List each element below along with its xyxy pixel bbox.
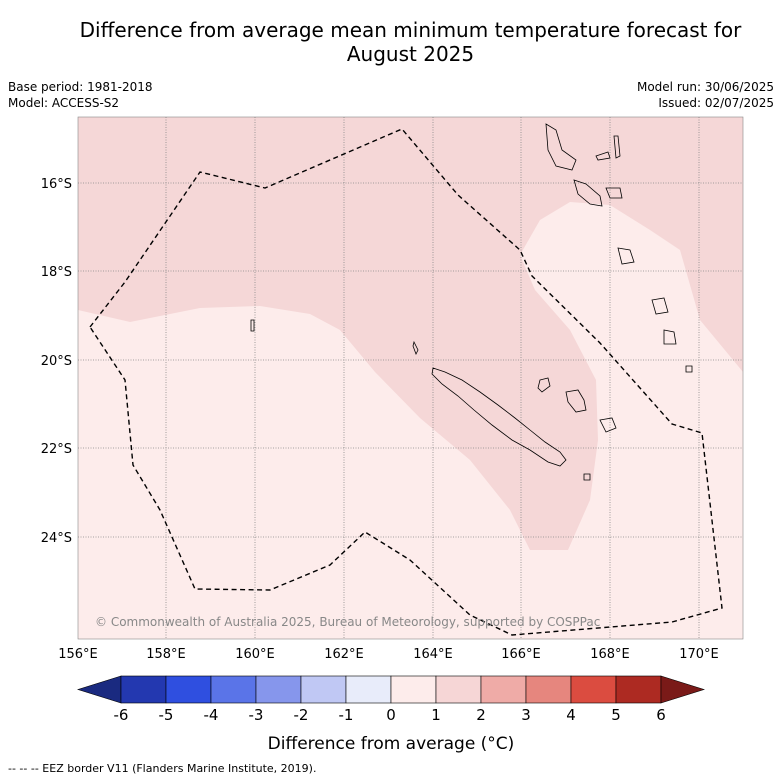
isle-of-pines <box>583 473 591 481</box>
vanuatu-tanna <box>663 329 677 345</box>
colorbar-tick-label: 1 <box>431 706 441 724</box>
new-caledonia-island <box>431 367 567 467</box>
lat-label: 16°S <box>41 177 72 192</box>
colorbar-tick-label: -5 <box>159 706 174 724</box>
issued-text: Issued: 02/07/2025 <box>658 96 774 110</box>
lat-label: 20°S <box>41 354 72 369</box>
colorbar-tick-label: -6 <box>114 706 129 724</box>
colorbar-tick-label: -1 <box>339 706 354 724</box>
colorbar-swatch <box>300 675 347 704</box>
colorbar-tick-label: 5 <box>611 706 621 724</box>
lon-labels: 156°E 158°E 160°E 162°E 164°E 166°E 168°… <box>58 647 719 662</box>
colorbar-tick-label: -3 <box>249 706 264 724</box>
vanuatu-island-2 <box>595 151 611 161</box>
vanuatu-efate <box>617 247 635 265</box>
lon-label: 162°E <box>324 647 364 662</box>
colorbar-swatch <box>390 675 437 704</box>
lon-label: 164°E <box>413 647 453 662</box>
lon-label: 160°E <box>235 647 275 662</box>
lon-label: 170°E <box>679 647 719 662</box>
copyright-text: © Commonwealth of Australia 2025, Bureau… <box>95 615 600 629</box>
map-title: Difference from average mean minimum tem… <box>40 18 781 66</box>
base-period-text: Base period: 1981-2018 <box>8 80 153 94</box>
lon-label: 168°E <box>590 647 630 662</box>
colorbar-swatch <box>570 675 617 704</box>
footer-note: -- -- -- EEZ border V11 (Flanders Marine… <box>8 762 317 775</box>
anomaly-region-low <box>78 202 743 639</box>
isle-small-1 <box>250 319 255 332</box>
vanuatu-aneityum <box>685 365 693 373</box>
map-title-line2: August 2025 <box>346 42 475 66</box>
colorbar-swatch <box>210 675 257 704</box>
lon-label: 158°E <box>146 647 186 662</box>
island-north <box>412 340 419 355</box>
lat-label: 24°S <box>41 531 72 546</box>
colorbar-tick-label: 0 <box>386 706 396 724</box>
colorbar-swatch <box>480 675 527 704</box>
vanuatu-erromango <box>651 297 669 315</box>
colorbar-swatch <box>120 675 167 704</box>
map-title-line1: Difference from average mean minimum tem… <box>79 18 742 42</box>
lon-label: 166°E <box>501 647 541 662</box>
colorbar-tick-label: 6 <box>656 706 666 724</box>
colorbar-tick-label: -2 <box>294 706 309 724</box>
colorbar-label: Difference from average (°C) <box>268 734 515 754</box>
colorbar-tick-label: -4 <box>204 706 219 724</box>
loyalty-island-2 <box>565 389 587 413</box>
model-run-text: Model run: 30/06/2025 <box>636 80 774 94</box>
colorbar-tick-label: 3 <box>521 706 531 724</box>
colorbar-swatch <box>615 675 662 704</box>
colorbar-swatch <box>525 675 572 704</box>
model-text: Model: ACCESS-S2 <box>8 96 120 110</box>
vanuatu-espiritu-santo <box>545 123 577 171</box>
colorbar-swatch <box>165 675 212 704</box>
eez-border <box>89 128 723 636</box>
vanuatu-island-3 <box>613 135 621 159</box>
vanuatu-malakula <box>573 179 603 207</box>
meta-right: Model run: 30/06/2025 Issued: 02/07/2025 <box>637 79 774 111</box>
lat-label: 18°S <box>41 265 72 280</box>
loyalty-island-3 <box>599 417 617 433</box>
colorbar-extend-high <box>660 675 706 704</box>
colorbar-tick-label: 2 <box>476 706 486 724</box>
loyalty-island-1 <box>537 377 551 393</box>
colorbar: -6 -5 -4 -3 -2 -1 0 1 2 3 4 5 6 <box>76 675 706 724</box>
graticule <box>78 117 743 639</box>
map-frame <box>77 116 744 640</box>
vanuatu-island-5 <box>605 187 623 199</box>
lon-label: 156°E <box>58 647 98 662</box>
lat-label: 22°S <box>41 442 72 457</box>
colorbar-swatch <box>435 675 482 704</box>
colorbar-swatch <box>345 675 392 704</box>
colorbar-swatch <box>255 675 302 704</box>
colorbar-tick-label: 4 <box>566 706 576 724</box>
meta-left: Base period: 1981-2018 Model: ACCESS-S2 <box>8 79 153 111</box>
lat-labels: 16°S 18°S 20°S 22°S 24°S <box>41 177 72 546</box>
colorbar-extend-low <box>76 675 122 704</box>
